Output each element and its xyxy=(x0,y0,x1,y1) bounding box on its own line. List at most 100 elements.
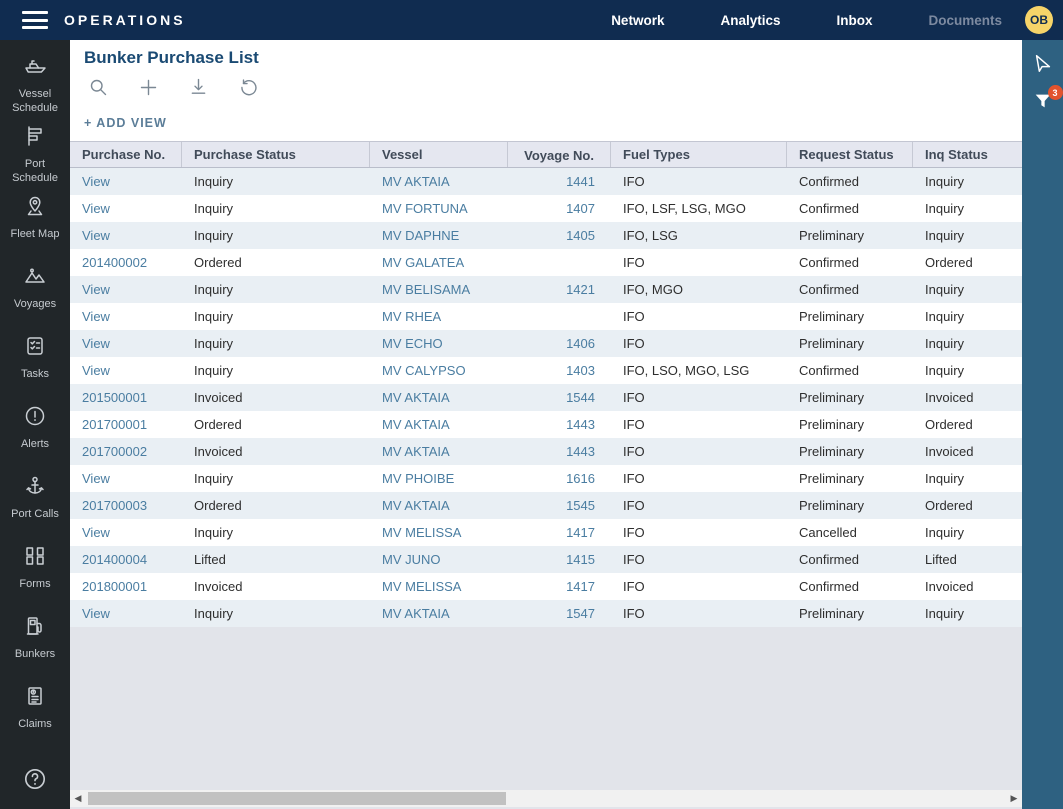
voyage-no-cell[interactable]: 1405 xyxy=(566,228,595,243)
filter-button[interactable]: 3 xyxy=(1030,85,1063,116)
purchase-no-cell[interactable]: View xyxy=(82,363,110,378)
inq-status-cell: Invoiced xyxy=(925,579,974,594)
purchase-no-cell[interactable]: View xyxy=(82,228,110,243)
vessel-cell[interactable]: MV AKTAIA xyxy=(382,390,450,405)
purchase-no-cell[interactable]: View xyxy=(82,336,110,351)
scroll-right-button[interactable]: ▶ xyxy=(1010,793,1018,803)
purchase-no-cell[interactable]: View xyxy=(82,525,110,540)
add-button[interactable] xyxy=(136,78,160,102)
vessel-cell[interactable]: MV AKTAIA xyxy=(382,417,450,432)
col-header-voyage-no[interactable]: Voyage No. xyxy=(508,142,611,167)
voyage-no-cell[interactable]: 1403 xyxy=(566,363,595,378)
sidebar-item-tasks[interactable]: Tasks xyxy=(0,326,70,396)
vessel-cell[interactable]: MV AKTAIA xyxy=(382,174,450,189)
voyage-no-cell[interactable]: 1417 xyxy=(566,579,595,594)
sidebar-item-port-calls[interactable]: Port Calls xyxy=(0,466,70,536)
vessel-cell[interactable]: MV AKTAIA xyxy=(382,606,450,621)
sidebar-item-bunkers[interactable]: Bunkers xyxy=(0,606,70,676)
vessel-cell[interactable]: MV BELISAMA xyxy=(382,282,471,297)
purchase-no-cell[interactable]: 201800001 xyxy=(82,579,148,594)
voyage-no-cell[interactable]: 1616 xyxy=(566,471,595,486)
sidebar-item-claims[interactable]: Claims xyxy=(0,676,70,746)
pointer-tool-button[interactable] xyxy=(1030,52,1056,78)
sidebar-item-vessel-schedule[interactable]: Vessel Schedule xyxy=(0,46,70,116)
vessel-cell[interactable]: MV MELISSA xyxy=(382,525,462,540)
help-button[interactable] xyxy=(22,766,48,797)
col-header-vessel[interactable]: Vessel xyxy=(370,142,508,167)
help-icon xyxy=(22,768,48,796)
purchase-no-cell[interactable]: 201400004 xyxy=(82,552,148,567)
vessel-cell[interactable]: MV GALATEA xyxy=(382,255,465,270)
vessel-cell[interactable]: MV MELISSA xyxy=(382,579,462,594)
vessel-cell[interactable]: MV ECHO xyxy=(382,336,443,351)
purchase-status-cell: Inquiry xyxy=(194,525,234,540)
vessel-cell[interactable]: MV AKTAIA xyxy=(382,498,450,513)
col-header-purchase-no[interactable]: Purchase No. xyxy=(70,142,182,167)
sidebar-item-voyages[interactable]: Voyages xyxy=(0,256,70,326)
voyage-no-cell[interactable]: 1407 xyxy=(566,201,595,216)
purchase-no-cell[interactable]: 201400002 xyxy=(82,255,148,270)
purchase-status-cell: Inquiry xyxy=(194,363,234,378)
table-row: 201700002 Invoiced MV AKTAIA 1443 IFO Prelimi… xyxy=(70,438,1022,465)
nav-item-documents[interactable]: Documents xyxy=(928,12,1002,28)
voyage-no-cell[interactable]: 1443 xyxy=(566,444,595,459)
col-header-request-status[interactable]: Request Status xyxy=(787,142,913,167)
request-status-cell: Preliminary xyxy=(799,309,865,324)
download-button[interactable] xyxy=(186,78,210,102)
vessel-cell[interactable]: MV AKTAIA xyxy=(382,444,450,459)
purchase-status-cell: Inquiry xyxy=(194,336,234,351)
vessel-cell[interactable]: MV JUNO xyxy=(382,552,441,567)
scroll-left-button[interactable]: ◀ xyxy=(74,793,82,803)
voyage-no-cell[interactable]: 1406 xyxy=(566,336,595,351)
purchase-no-cell[interactable]: 201700003 xyxy=(82,498,148,513)
vessel-cell[interactable]: MV PHOIBE xyxy=(382,471,455,486)
purchase-no-cell[interactable]: View xyxy=(82,471,110,486)
voyage-no-cell[interactable]: 1443 xyxy=(566,417,595,432)
voyage-no-cell[interactable]: 1547 xyxy=(566,606,595,621)
purchase-no-cell[interactable]: View xyxy=(82,309,110,324)
vessel-cell[interactable]: MV RHEA xyxy=(382,309,442,324)
purchase-status-cell: Invoiced xyxy=(194,579,243,594)
purchase-no-cell[interactable]: View xyxy=(82,282,110,297)
page-title: Bunker Purchase List xyxy=(84,48,259,67)
purchase-no-cell[interactable]: View xyxy=(82,606,110,621)
purchase-no-cell[interactable]: 201500001 xyxy=(82,390,148,405)
reset-button[interactable] xyxy=(236,78,260,102)
search-button[interactable] xyxy=(86,78,110,102)
col-header-purchase-status[interactable]: Purchase Status xyxy=(182,142,370,167)
request-status-cell: Preliminary xyxy=(799,444,865,459)
nav-item-inbox[interactable]: Inbox xyxy=(836,12,873,28)
user-avatar[interactable]: OB xyxy=(1025,6,1053,34)
voyage-no-cell[interactable]: 1441 xyxy=(566,174,595,189)
horizontal-scrollbar[interactable]: ◀ ▶ xyxy=(70,790,1022,807)
voyage-no-cell[interactable]: 1417 xyxy=(566,525,595,540)
fuel-types-cell: IFO xyxy=(623,471,645,486)
vessel-cell[interactable]: MV DAPHNE xyxy=(382,228,460,243)
col-header-inq-status[interactable]: Inq Status xyxy=(925,147,988,162)
sidebar-item-label: Voyages xyxy=(13,298,57,310)
nav-item-network[interactable]: Network xyxy=(611,12,665,28)
vessel-cell[interactable]: MV FORTUNA xyxy=(382,201,468,216)
voyage-no-cell[interactable]: 1421 xyxy=(566,282,595,297)
sidebar-item-alerts[interactable]: Alerts xyxy=(0,396,70,466)
inq-status-cell: Lifted xyxy=(925,552,957,567)
purchase-no-cell[interactable]: View xyxy=(82,174,110,189)
fuel-types-cell: IFO, LSF, LSG, MGO xyxy=(623,201,746,216)
nav-item-analytics[interactable]: Analytics xyxy=(720,12,781,28)
purchase-no-cell[interactable]: 201700002 xyxy=(82,444,148,459)
voyage-no-cell[interactable]: 1544 xyxy=(566,390,595,405)
scroll-thumb[interactable] xyxy=(88,792,506,805)
sidebar-item-port-schedule[interactable]: Port Schedule xyxy=(0,116,70,186)
hamburger-menu-button[interactable] xyxy=(22,11,48,29)
sidebar-item-fleet-map[interactable]: Fleet Map xyxy=(0,186,70,256)
add-view-button[interactable]: + ADD VIEW xyxy=(84,116,167,130)
inq-status-cell: Inquiry xyxy=(925,606,965,621)
sidebar-item-forms[interactable]: Forms xyxy=(0,536,70,606)
purchase-no-cell[interactable]: View xyxy=(82,201,110,216)
voyage-no-cell[interactable]: 1415 xyxy=(566,552,595,567)
request-status-cell: Confirmed xyxy=(799,255,859,270)
purchase-no-cell[interactable]: 201700001 xyxy=(82,417,148,432)
col-header-fuel-types[interactable]: Fuel Types xyxy=(611,142,787,167)
voyage-no-cell[interactable]: 1545 xyxy=(566,498,595,513)
vessel-cell[interactable]: MV CALYPSO xyxy=(382,363,466,378)
